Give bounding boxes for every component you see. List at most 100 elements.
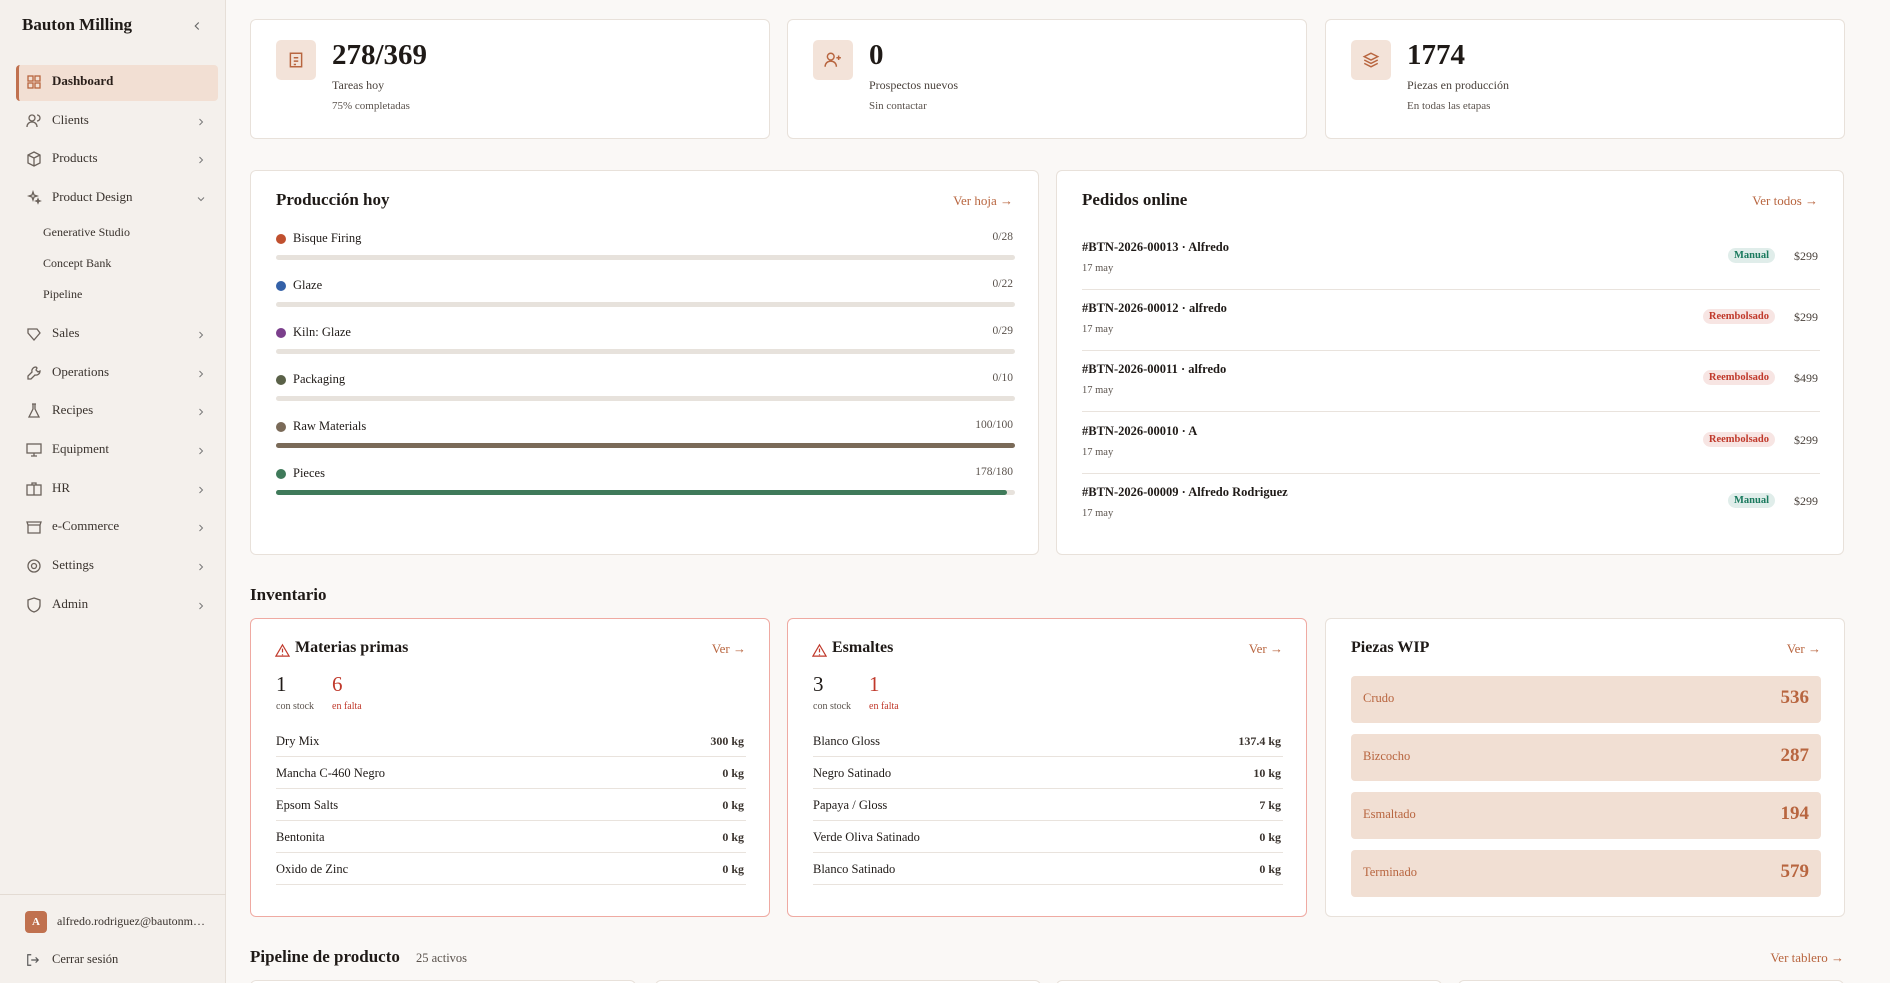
nav-icon-svg <box>26 190 42 205</box>
wip-label: Esmaltado <box>1363 807 1416 821</box>
stat-icon-svg <box>289 52 303 68</box>
nav-chevron-svg <box>199 602 204 610</box>
row-separator <box>276 884 746 885</box>
nav-item[interactable]: Clients <box>52 111 89 127</box>
row-separator <box>813 756 1283 757</box>
row-separator <box>276 788 746 789</box>
stat-icon-svg <box>824 52 841 67</box>
nav-item[interactable]: e-Commerce <box>52 518 120 534</box>
item-name: Blanco Satinado <box>813 862 896 876</box>
nav-subitem[interactable]: Pipeline <box>43 286 83 301</box>
nav-item[interactable]: Dashboard <box>52 73 114 88</box>
stat-label: Tareas hoy <box>332 78 385 92</box>
stage-name: Pieces <box>293 466 325 480</box>
inventory-card: Materias primas Ver → 1 con stock 6 en falta D… <box>250 618 770 917</box>
row-separator <box>1082 411 1820 413</box>
wip-row: Crudo 536 <box>1351 676 1821 723</box>
order-date: 17 may <box>1082 385 1114 397</box>
nav-icon-svg <box>27 328 41 341</box>
order-date: 17 may <box>1082 446 1114 458</box>
stage-dot <box>276 281 286 291</box>
card-link[interactable]: Ver → <box>1248 641 1283 656</box>
nav-icon-svg <box>26 481 42 496</box>
nav-subitem[interactable]: Generative Studio <box>43 224 130 239</box>
card-link[interactable]: Ver → <box>711 641 746 656</box>
nav-icon <box>26 403 42 419</box>
progress-bar <box>276 443 1015 448</box>
item-qty: 0 kg <box>1259 830 1281 844</box>
order-id[interactable]: #BTN-2026-00012 · alfredo <box>1082 301 1227 316</box>
nav-item[interactable]: Settings <box>52 557 94 572</box>
item-qty: 0 kg <box>722 766 744 780</box>
nav-item[interactable]: Admin <box>52 595 89 611</box>
item-name: Bentonita <box>276 830 325 844</box>
status-badge: Reembolsado <box>1702 370 1775 386</box>
nav-item[interactable]: Equipment <box>52 440 110 456</box>
card-link[interactable]: Ver todos → <box>1752 193 1818 208</box>
stat-icon <box>813 40 853 80</box>
order-id[interactable]: #BTN-2026-00013 · Alfredo <box>1082 240 1229 254</box>
item-name: Blanco Gloss <box>813 734 881 748</box>
item-qty: 0 kg <box>722 830 744 844</box>
nav-icon <box>26 74 42 90</box>
nav-icon <box>26 326 42 342</box>
order-amount: $299 <box>1794 310 1818 325</box>
section-count: 25 activos <box>416 951 468 965</box>
nav-icon <box>26 597 42 613</box>
stock-label: con stock <box>813 701 852 712</box>
card-title: Producción hoy <box>276 190 390 209</box>
nav-item[interactable]: Sales <box>52 324 80 340</box>
stat-note: Sin contactar <box>869 100 927 112</box>
stage-dot <box>276 234 286 244</box>
card-link[interactable]: Ver hoja → <box>953 193 1013 208</box>
sidebar: Bauton Milling Dashboard Clients Products Pr… <box>0 0 226 983</box>
logout[interactable]: Cerrar sesión <box>52 952 119 966</box>
stage-count: 0/28 <box>992 231 1013 243</box>
stage-dot <box>276 469 286 479</box>
nav-item[interactable]: Product Design <box>52 189 133 205</box>
order-amount: $499 <box>1794 371 1818 386</box>
stock-count: 1 <box>276 672 287 696</box>
nav-chevron <box>195 444 207 456</box>
collapse-button-svg <box>194 22 200 30</box>
brand: Bauton Milling <box>22 15 133 34</box>
card-link[interactable]: Ver → <box>1786 641 1821 656</box>
stat-icon <box>1351 40 1391 80</box>
warning-icon-svg <box>274 643 291 657</box>
nav-chevron <box>195 328 207 340</box>
stat-value: 278/369 <box>332 39 428 71</box>
nav-item[interactable]: Recipes <box>52 402 94 418</box>
nav-chevron-svg <box>199 447 204 455</box>
wip-label: Bizcocho <box>1363 749 1411 763</box>
short-count: 1 <box>869 672 880 696</box>
row-separator <box>1082 289 1820 290</box>
nav-icon <box>26 481 42 497</box>
stage-dot <box>276 422 286 432</box>
stage-name: Packaging <box>293 372 346 386</box>
collapse-button[interactable] <box>190 19 204 33</box>
progress-track <box>276 349 1015 354</box>
item-qty: 0 kg <box>1259 862 1281 876</box>
nav-icon-svg <box>27 559 41 573</box>
progress-track <box>276 396 1015 401</box>
nav-chevron <box>195 521 207 533</box>
section-link[interactable]: Ver tablero → <box>1770 950 1844 965</box>
order-id[interactable]: #BTN-2026-00009 · Alfredo Rodriguez <box>1082 484 1288 499</box>
card-title: Esmaltes <box>832 639 894 656</box>
stat-note: 75% completadas <box>332 100 410 112</box>
nav-subitem[interactable]: Concept Bank <box>43 255 112 270</box>
order-id[interactable]: #BTN-2026-00011 · alfredo <box>1082 362 1227 377</box>
nav-item[interactable]: HR <box>52 479 71 495</box>
stage-dot <box>276 375 286 385</box>
nav-chevron-svg <box>199 118 204 126</box>
row-separator <box>1082 472 1820 474</box>
stat-icon-svg <box>1362 52 1380 68</box>
nav-item[interactable]: Operations <box>52 363 110 379</box>
nav-item[interactable]: Products <box>52 150 98 166</box>
wip-value: 536 <box>1780 687 1810 708</box>
nav-chevron <box>195 153 207 165</box>
stage-name: Raw Materials <box>293 419 367 433</box>
order-id[interactable]: #BTN-2026-00010 · A <box>1082 423 1198 438</box>
wip-row: Esmaltado 194 <box>1351 792 1821 839</box>
